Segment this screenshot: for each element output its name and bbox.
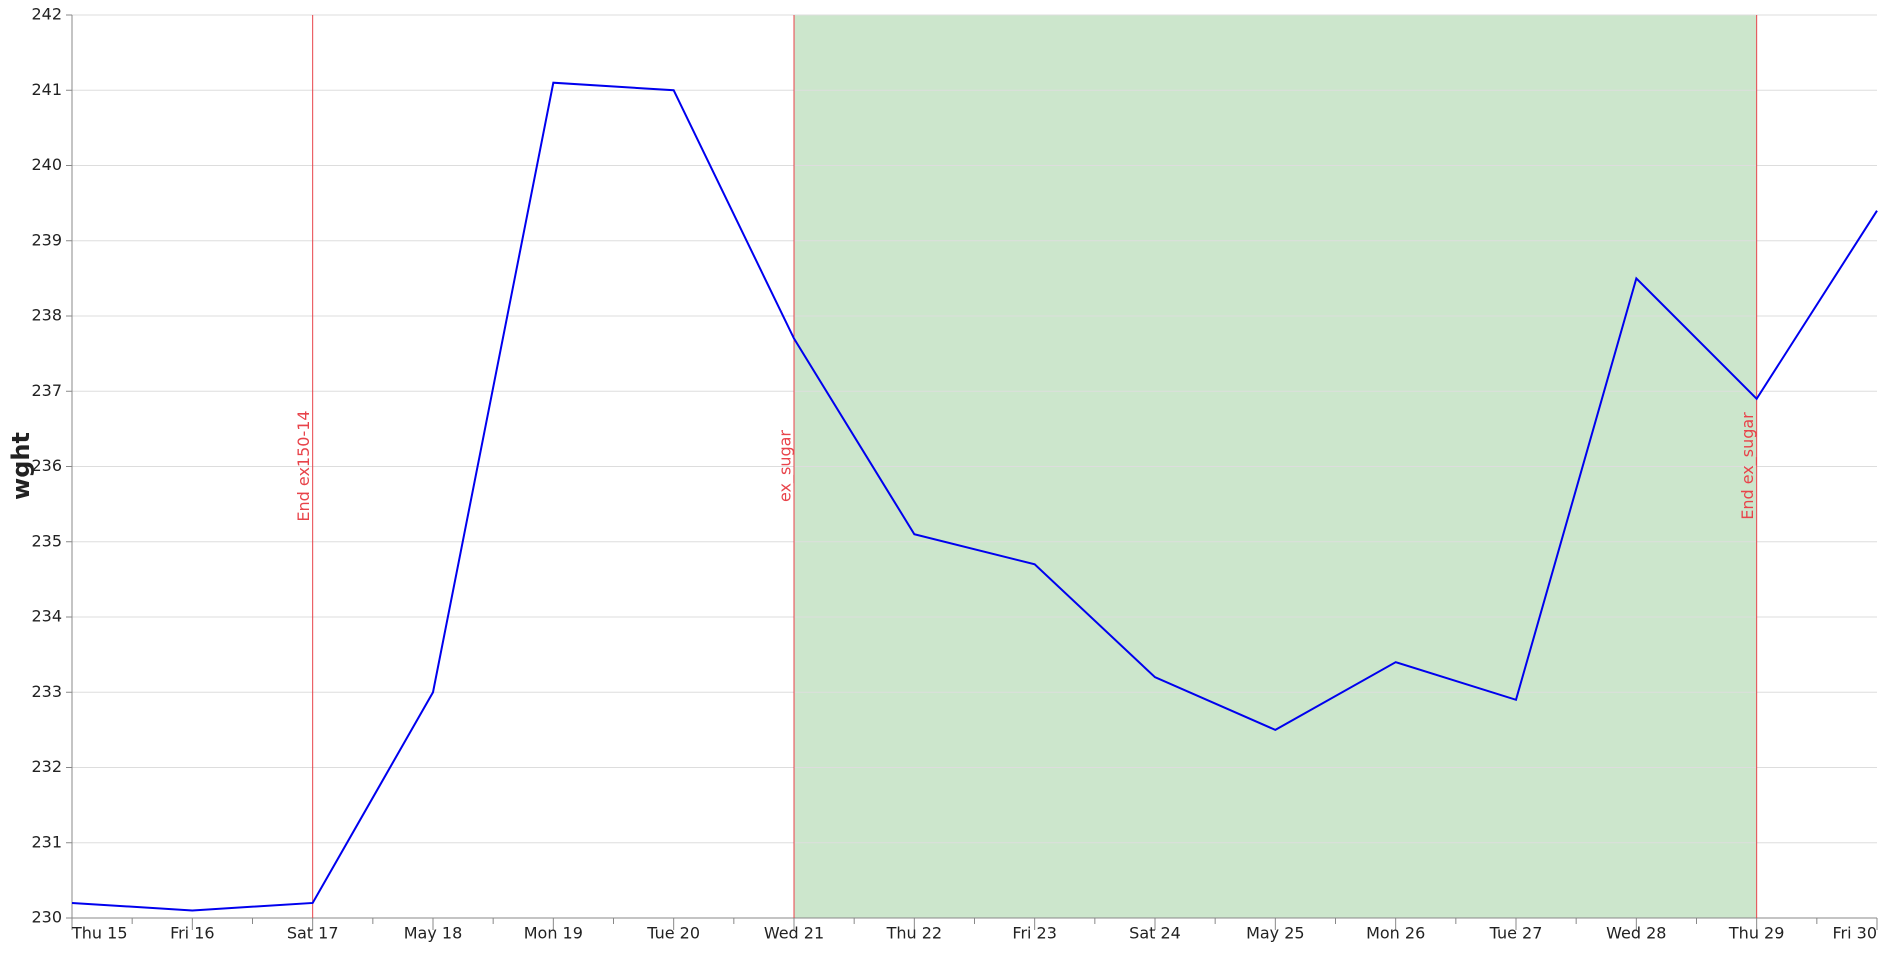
- x-tick-label: Mon 19: [524, 924, 583, 943]
- annotation-label: End ex_sugar: [1738, 412, 1758, 520]
- x-tick-label: Wed 28: [1606, 924, 1666, 943]
- x-tick-label: Thu 29: [1728, 924, 1785, 943]
- x-tick-label: Fri 16: [170, 924, 215, 943]
- annotation-label: ex_sugar: [776, 430, 796, 502]
- x-tick-label: Thu 22: [886, 924, 943, 943]
- y-tick-label: 230: [31, 908, 62, 927]
- x-tick-label: Fri 30: [1832, 924, 1877, 943]
- x-tick-label: May 18: [404, 924, 463, 943]
- x-tick-label: Fri 23: [1012, 924, 1057, 943]
- annotation-label: End ex150-14: [294, 410, 313, 521]
- x-tick-label: Wed 21: [764, 924, 824, 943]
- y-tick-label: 231: [31, 832, 62, 851]
- y-tick-label: 232: [31, 757, 62, 776]
- y-tick-label: 234: [31, 607, 62, 626]
- y-tick-label: 240: [31, 155, 62, 174]
- y-tick-label: 242: [31, 5, 62, 24]
- x-tick-label: Sat 17: [287, 924, 339, 943]
- y-tick-label: 235: [31, 531, 62, 550]
- y-tick-label: 241: [31, 80, 62, 99]
- x-tick-label: May 25: [1246, 924, 1305, 943]
- x-tick-label: Mon 26: [1366, 924, 1425, 943]
- y-tick-label: 237: [31, 381, 62, 400]
- data-line: [71, 81, 1878, 912]
- x-tick-label: Tue 20: [646, 924, 700, 943]
- x-tick-label: Tue 27: [1489, 924, 1543, 943]
- x-tick-label: Thu 15: [71, 924, 128, 943]
- x-tick-label: Sat 24: [1129, 924, 1181, 943]
- y-axis-label: wght: [7, 432, 35, 500]
- y-tick-label: 233: [31, 682, 62, 701]
- y-tick-label: 239: [31, 230, 62, 249]
- y-tick-label: 238: [31, 306, 62, 325]
- y-tick-label: 236: [31, 456, 62, 475]
